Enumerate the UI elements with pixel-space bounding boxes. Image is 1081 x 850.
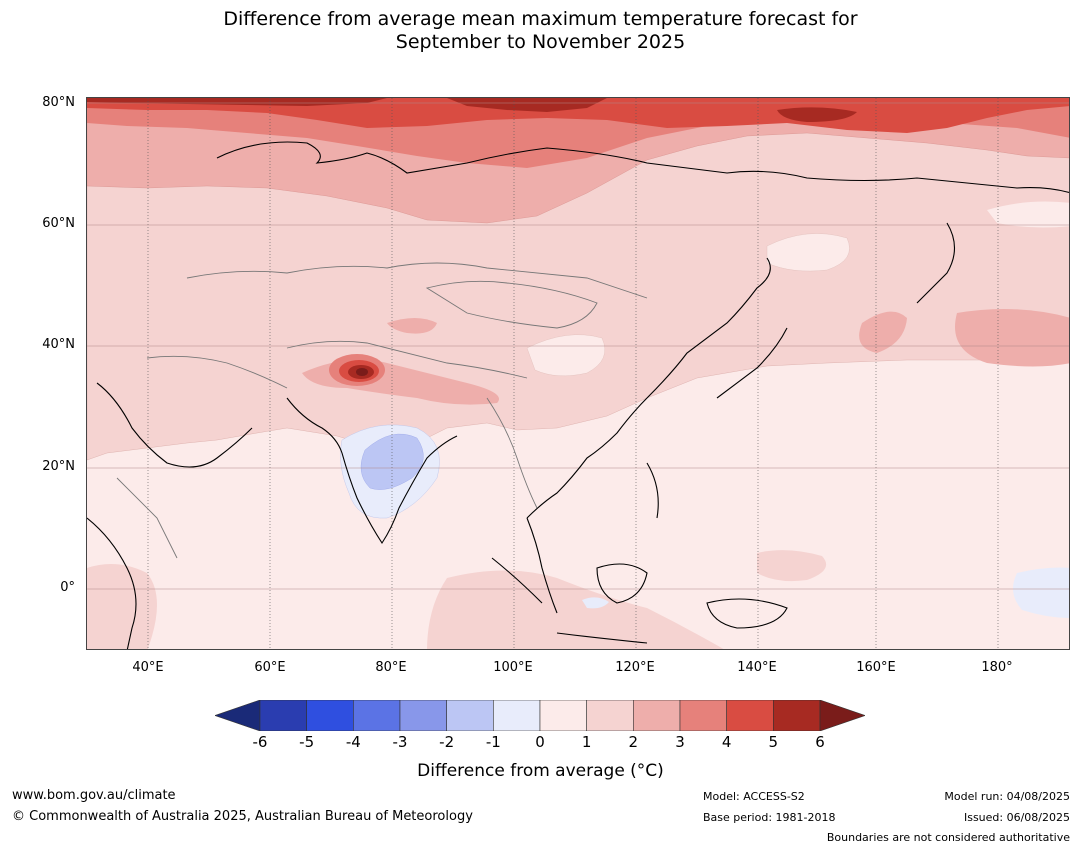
colorbar-label: Difference from average (°C) (417, 761, 664, 781)
anomaly-1-2-patch-west (87, 564, 157, 649)
lon-label-60e: 60°E (254, 660, 286, 675)
coastline-southeast-asia (526, 517, 558, 614)
map-title: Difference from average mean maximum tem… (0, 8, 1081, 54)
national-boundaries (116, 262, 648, 559)
colorbar-tick-label: 6 (815, 733, 825, 751)
boundary-middle-east (146, 355, 288, 389)
title-line-1: Difference from average mean maximum tem… (223, 8, 858, 30)
footer-issued: Issued: 06/08/2025 (963, 811, 1070, 824)
coastline-india (286, 397, 458, 545)
colorbar-segment (539, 700, 587, 731)
boundary-south-asia (286, 340, 528, 379)
colorbar-segment (259, 700, 307, 731)
footer-copyright: © Commonwealth of Australia 2025, Austra… (12, 809, 473, 824)
colorbar-tick-label: 4 (721, 733, 732, 751)
colorbar-extend-low (215, 700, 261, 731)
map-svg (87, 98, 1069, 649)
colorbar-segment (726, 700, 774, 731)
lat-label-60n: 60°N (42, 216, 75, 231)
colorbar-tick-label: -5 (299, 733, 315, 751)
coastline-arabia (96, 382, 253, 468)
anomaly-neg-1-0-pacific (1013, 567, 1069, 618)
coastline-japan (716, 327, 788, 399)
colorbar-tick-label: 3 (675, 733, 685, 751)
coastline-east-africa (87, 517, 137, 649)
anomaly-0-1-mongolia (526, 334, 606, 377)
colorbar-tick-label: 1 (581, 733, 592, 751)
lon-label-40e: 40°E (132, 660, 164, 675)
lat-label-20n: 20°N (42, 459, 75, 474)
lat-label-0: 0° (60, 580, 75, 595)
coastlines (87, 141, 1069, 649)
footer-model: Model: ACCESS-S2 (703, 790, 805, 803)
colorbar-segment (446, 700, 494, 731)
colorbar-segment (679, 700, 727, 731)
anomaly-5-6-region-3 (777, 107, 857, 122)
lon-label-100e: 100°E (493, 660, 533, 675)
boundary-indochina (486, 397, 538, 509)
boundary-mongolia (425, 280, 598, 329)
colorbar-tick-label: -1 (485, 733, 501, 751)
boundary-central-asia (186, 262, 648, 299)
anomaly-5-6-region (87, 98, 387, 106)
anomaly-1-2-patch-south (427, 570, 724, 649)
anomaly-2-3-pacific (955, 309, 1069, 367)
anomaly-0-1-bering (987, 201, 1069, 228)
coastline-java (556, 632, 648, 644)
anomaly-1-2-patch-east (757, 550, 827, 582)
hotspot-core (356, 368, 368, 376)
lon-label-120e: 120°E (615, 660, 655, 675)
lat-label-80n: 80°N (42, 95, 75, 110)
lon-label-80e: 80°E (375, 660, 407, 675)
coastline-new-guinea (706, 598, 788, 629)
colorbar-segment (306, 700, 354, 731)
coastline-borneo (596, 563, 648, 604)
anomaly-5-6-region-2 (447, 98, 607, 112)
colorbar-extend-high (819, 700, 865, 731)
boundary-africa (116, 477, 178, 559)
anomaly-0-1-okhotsk (766, 233, 850, 272)
lat-label-40n: 40°N (42, 337, 75, 352)
coastline-kamchatka (916, 222, 956, 304)
colorbar-tick-label: -2 (439, 733, 455, 751)
anomaly-4-5-region (87, 98, 1069, 133)
colorbar-segment (773, 700, 821, 731)
lon-label-160e: 160°E (856, 660, 896, 675)
lon-label-180: 180° (981, 660, 1013, 675)
colorbar-tick-label: -6 (252, 733, 268, 751)
colorbar-tick-label: 2 (628, 733, 639, 751)
coastline-arctic (216, 141, 1069, 194)
colorbar-segment (493, 700, 541, 731)
anomaly-2-3-pacific-2 (859, 311, 907, 353)
colorbar-segment (586, 700, 634, 731)
lon-label-140e: 140°E (737, 660, 777, 675)
colorbar-tick-label: 5 (768, 733, 779, 751)
coastline-philippines (646, 462, 659, 519)
coastline-east-asia (526, 257, 771, 519)
colorbar-segment (399, 700, 447, 731)
footer-url[interactable]: www.bom.gov.au/climate (12, 788, 176, 803)
anomaly-neg-1-0-small (582, 597, 609, 609)
forecast-map (86, 97, 1070, 650)
footer-model-run: Model run: 04/08/2025 (944, 790, 1070, 803)
colorbar (215, 700, 865, 731)
colorbar-tick-label: 0 (535, 733, 545, 751)
footer-disclaimer: Boundaries are not considered authoritat… (826, 831, 1070, 844)
title-line-2: September to November 2025 (395, 31, 686, 53)
anomaly-2-3-central (387, 318, 437, 334)
colorbar-tick-label: -3 (392, 733, 408, 751)
footer-base-period: Base period: 1981-2018 (703, 811, 836, 824)
colorbar-tick-label: -4 (345, 733, 361, 751)
coastline-sumatra (491, 557, 543, 604)
colorbar-segment (633, 700, 681, 731)
colorbar-segment (353, 700, 401, 731)
